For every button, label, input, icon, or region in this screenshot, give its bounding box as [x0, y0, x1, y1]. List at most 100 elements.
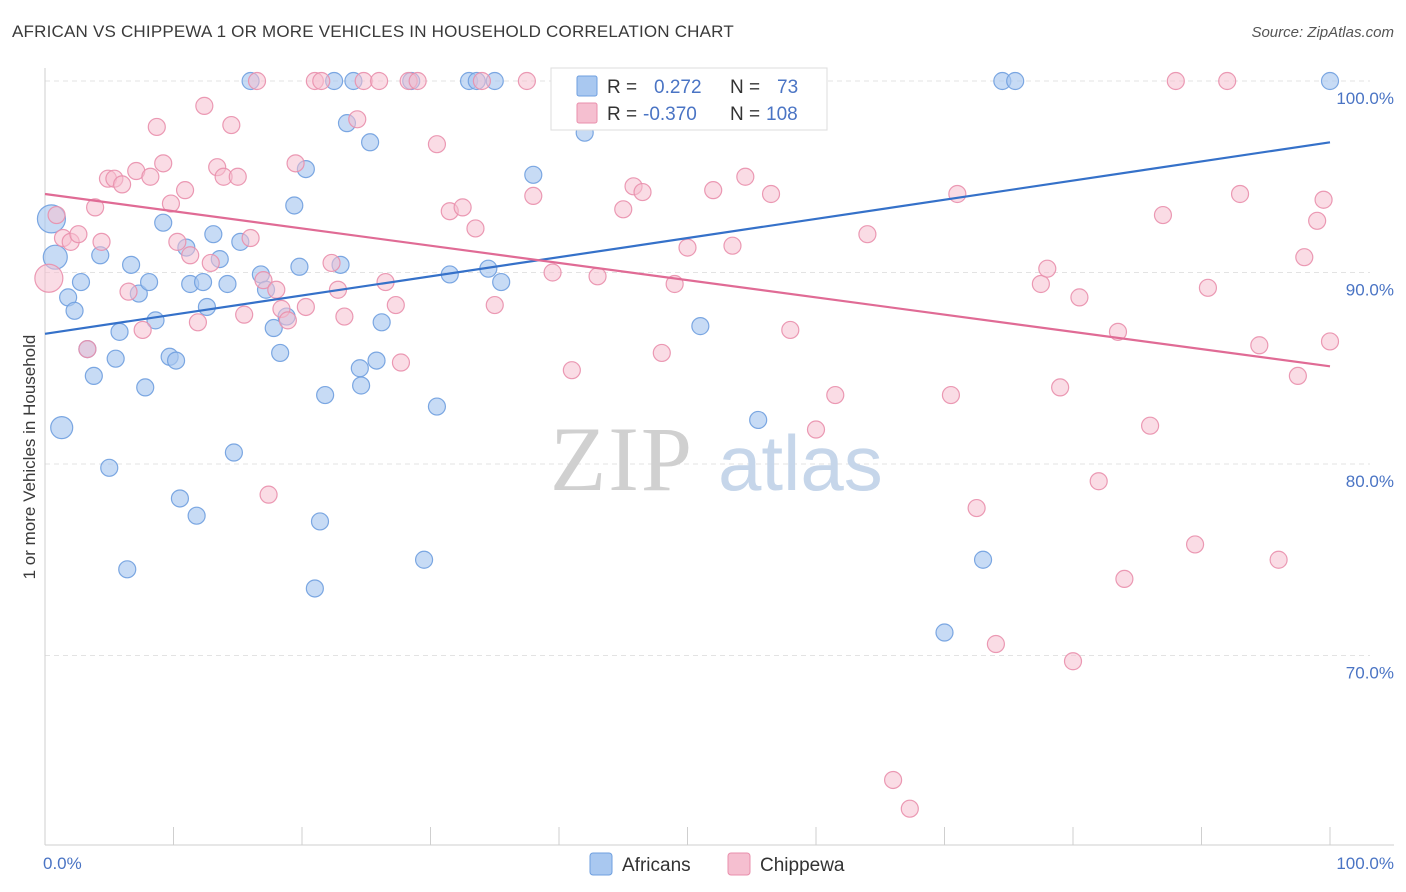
africans-point-16: [139, 272, 159, 292]
y-tick-label-2: 80.0%: [1346, 472, 1394, 491]
chippewa-point-98: [1198, 278, 1218, 297]
legend-r-value-africans: 0.272: [654, 77, 702, 98]
chippewa-point-94: [1140, 416, 1160, 435]
africans-point-12: [118, 560, 137, 579]
chippewa-point-6: [86, 198, 105, 217]
chippewa-point-96: [1166, 71, 1185, 91]
chippewa-point-105: [1308, 211, 1327, 230]
chippewa-point-59: [543, 263, 562, 282]
chippewa-point-73: [723, 236, 742, 255]
chippewa-point-100: [1230, 184, 1250, 204]
trend-layer: [44, 141, 1331, 368]
chippewa-point-72: [704, 181, 723, 200]
chippewa-point-76: [781, 320, 800, 340]
chippewa-point-78: [826, 385, 845, 405]
chippewa-point-86: [1031, 274, 1050, 294]
chippewa-point-61: [562, 361, 581, 380]
axis-layer: [44, 68, 1394, 846]
chippewa-point-67: [633, 182, 652, 202]
chippewa-point-23: [201, 253, 220, 273]
chippewa-point-35: [278, 311, 297, 330]
chippewa-point-19: [175, 181, 195, 200]
y-tick-label-0: 100.0%: [1336, 89, 1394, 108]
chippewa-point-22: [195, 96, 214, 115]
y-tick-labels: 100.0% 90.0% 80.0% 70.0%: [1336, 89, 1394, 683]
chippewa-point-101: [1250, 336, 1269, 355]
chippewa-point-92: [1108, 322, 1128, 341]
series-legend-swatch-africans: [589, 852, 613, 876]
chippewa-point-97: [1185, 535, 1205, 554]
africans-point-49: [367, 351, 386, 370]
chippewa-point-90: [1070, 288, 1089, 307]
chippewa-point-87: [1038, 259, 1057, 278]
africans-point-52: [427, 397, 447, 416]
chippewa-point-28: [235, 305, 254, 324]
chippewa-point-33: [267, 280, 286, 299]
africans-point-35: [264, 318, 283, 338]
africans-point-29: [218, 274, 237, 294]
chippewa-point-65: [614, 200, 633, 219]
chippewa-point-56: [485, 295, 504, 315]
chippewa-point-75: [761, 184, 781, 204]
legend-n-label-africans: N =: [730, 77, 760, 98]
africans-point-7: [84, 366, 103, 386]
africans-point-39: [290, 257, 309, 276]
chippewa-point-36: [286, 154, 305, 173]
source-label: Source: ZipAtlas.com: [1251, 24, 1394, 41]
chippewa-point-74: [736, 167, 755, 186]
series-legend-label-africans: Africans: [622, 855, 691, 876]
africans-point-41: [310, 512, 330, 531]
chippewa-point-93: [1115, 569, 1134, 589]
africans-point-4: [65, 301, 84, 320]
africans-point-71: [414, 550, 434, 569]
chippewa-point-37: [296, 297, 315, 317]
africans-point-9: [100, 458, 119, 477]
africans-point-36: [271, 343, 290, 363]
y-tick-label-3: 70.0%: [1346, 664, 1394, 683]
chippewa-point-53: [453, 198, 472, 217]
chippewa-point-47: [386, 295, 405, 315]
chippewa-point-83: [948, 184, 967, 204]
africans-point-62: [691, 317, 710, 336]
africans-point-15: [136, 378, 155, 397]
chippewa-point-106: [1314, 190, 1333, 209]
africans-point-2: [50, 416, 74, 440]
chippewa-point-99: [1218, 71, 1237, 91]
chippewa-point-29: [241, 228, 260, 248]
chippewa-point-84: [967, 498, 986, 518]
africans-point-11: [110, 322, 129, 341]
y-tick-label-1: 90.0%: [1346, 281, 1394, 300]
x-tick-label-0: 0.0%: [43, 854, 82, 873]
legend-swatch-africans: [576, 75, 598, 97]
chippewa-point-81: [900, 799, 919, 818]
chippewa-point-20: [181, 246, 200, 265]
africans-point-24: [187, 506, 206, 525]
africans-point-25: [193, 272, 213, 292]
africans-point-72: [350, 359, 369, 378]
africans-point-42: [316, 385, 335, 405]
chippewa-point-45: [370, 71, 389, 91]
chippewa-point-15: [147, 117, 166, 137]
chippewa-point-95: [1153, 205, 1173, 225]
chippewa-point-11: [119, 282, 138, 301]
chippewa-point-71: [678, 238, 697, 257]
africans-point-27: [204, 225, 223, 244]
africans-point-66: [973, 550, 993, 569]
grid-layer: [45, 80, 1370, 656]
africans-point-5: [71, 272, 91, 292]
chippewa-point-104: [1295, 248, 1314, 267]
chippewa-point-44: [354, 71, 373, 91]
chippewa-point-30: [247, 71, 267, 91]
chippewa-point-50: [408, 71, 427, 91]
africans-point-30: [224, 443, 243, 462]
series-legend: Africans Chippewa: [589, 852, 845, 876]
africans-point-20: [166, 351, 186, 370]
africans-point-59: [524, 165, 543, 184]
series-legend-label-chippewa: Chippewa: [760, 855, 845, 876]
africans-point-70: [305, 579, 324, 598]
africans-point-13: [121, 255, 141, 274]
watermark: ZIP atlas: [550, 408, 883, 510]
chippewa-point-107: [1320, 332, 1340, 351]
chippewa-point-7: [92, 232, 111, 251]
